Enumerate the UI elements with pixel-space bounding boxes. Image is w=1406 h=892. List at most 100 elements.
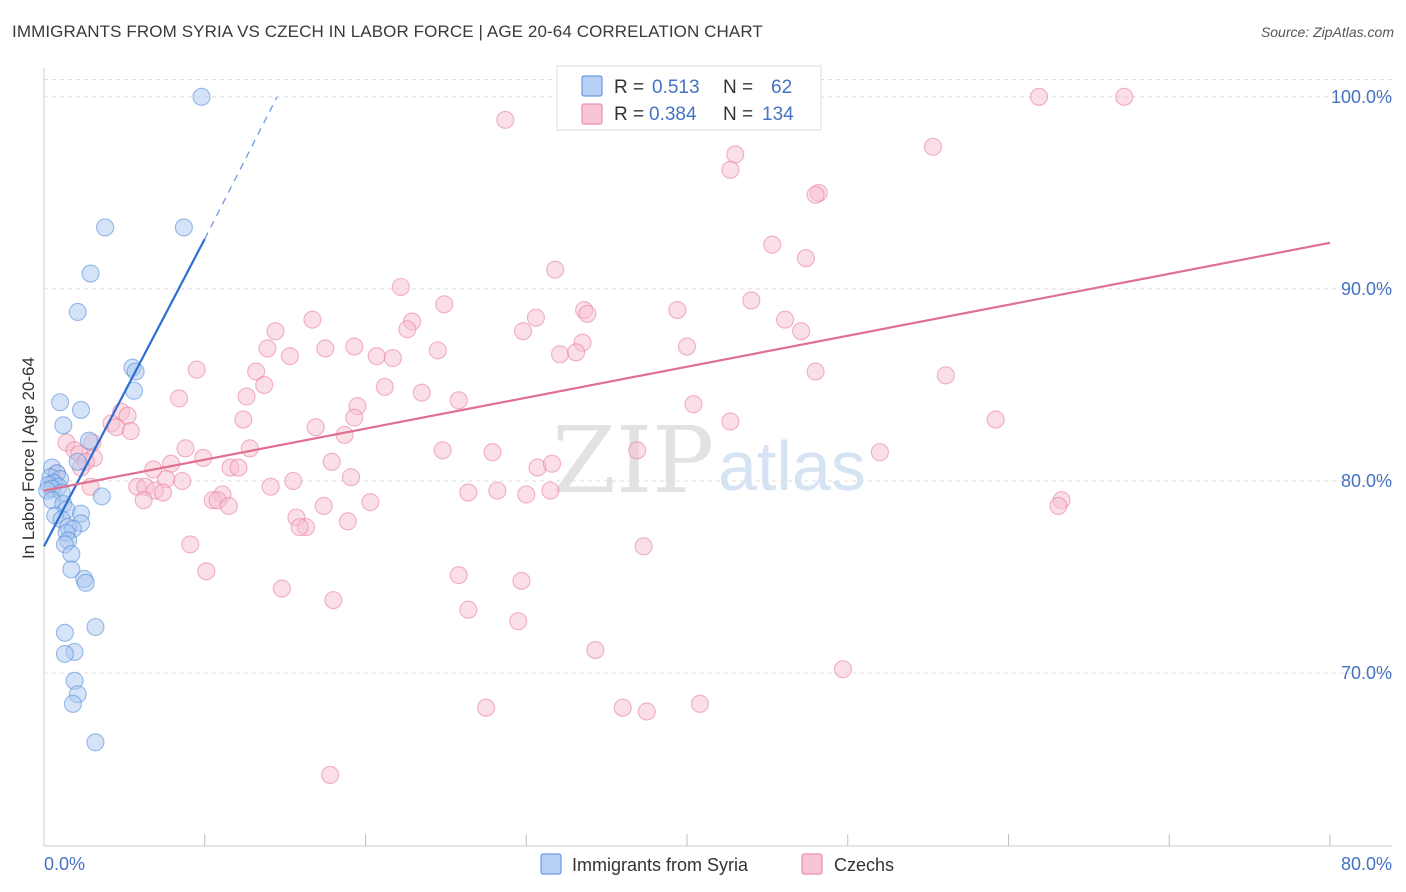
czech-point [546,260,565,279]
stats-swatch-czech [581,103,603,125]
czech-point [586,641,605,660]
czech-point [613,698,632,717]
czech-point [258,339,277,358]
stats-box: R = 0.513 N = 62 R = 0.384 N = 134 [556,65,822,131]
czech-point [316,339,335,358]
y-axis-label: In Labor Force | Age 20-64 [19,357,38,559]
czech-point [477,698,496,717]
czech-point [367,347,386,366]
czech-point [449,391,468,410]
czech-point [806,185,825,204]
syria-point [86,733,105,752]
czech-point [628,441,647,460]
czech-point [1029,87,1049,106]
grid-lines [44,79,1392,674]
czech-point [435,295,454,314]
x-tick-label-min: 0.0% [44,854,85,874]
czech-point [526,308,545,327]
y-tick-label: 90.0% [1341,279,1392,299]
stats-n-label-czech: N = [723,104,753,125]
czech-point [668,300,687,320]
syria-point [63,694,82,713]
y-tick-label: 70.0% [1341,663,1392,683]
czech-point [134,491,153,510]
czech-point [1049,496,1068,516]
syria-point [68,452,87,471]
czech-point [176,439,195,458]
stats-swatch-syria [581,75,603,97]
czech-point [247,362,266,381]
czech-point [567,343,586,362]
czech-point [449,566,468,585]
czech-point [690,694,709,713]
czech-point [322,452,341,471]
czech-point [634,537,653,556]
legend-label-czech: Czechs [834,855,894,875]
source-credit: Source: ZipAtlas.com [1260,24,1394,40]
stats-n-value-syria: 62 [771,77,792,98]
czech-point [272,579,291,598]
stats-n-label-syria: N = [723,77,753,98]
watermark-atlas: atlas [718,427,866,505]
czech-point [412,383,431,402]
czech-point [776,310,795,329]
czech-points [47,87,1134,784]
axes [43,68,1392,847]
czech-point [280,347,299,366]
stats-n-value-czech: 134 [762,104,794,125]
syria-point [54,416,73,435]
x-tick-label-max: 80.0% [1341,854,1392,874]
czech-point [726,145,745,164]
czech-point [324,591,343,610]
chart-title: IMMIGRANTS FROM SYRIA VS CZECH IN LABOR … [12,22,763,41]
czech-point [306,418,325,437]
czech-point [428,341,447,360]
czech-point [234,410,253,429]
czech-point [496,110,515,129]
czech-point [345,408,364,427]
czech-point [1115,87,1134,106]
czech-point [284,471,303,491]
legend-label-syria: Immigrants from Syria [572,855,749,875]
czech-point [541,481,560,500]
stats-r-value-syria: 0.513 [652,77,700,98]
czech-point [237,387,256,406]
syria-point [174,218,193,237]
czech-point [796,249,816,268]
syria-point [79,431,99,450]
czech-point [509,612,528,631]
czech-point [870,443,889,462]
czech-point [459,483,478,502]
trend-line-syria-extension [204,96,278,240]
czech-point [229,458,248,477]
czech-point [255,375,274,395]
czech-point [303,310,322,329]
x-ticks [204,834,1331,846]
syria-point [51,393,70,412]
legend-swatch-czech [801,853,823,875]
trend-line-czech [43,241,1331,492]
czech-point [314,496,333,516]
stats-r-value-czech: 0.384 [649,104,697,125]
czech-point [459,600,478,619]
czech-point [398,320,417,339]
czech-point [361,493,380,512]
czech-point [187,360,206,379]
czech-point [742,291,761,310]
czech-point [391,277,410,297]
czech-point [923,137,942,156]
syria-point [71,400,91,419]
czech-point [721,160,740,179]
czech-point [240,439,259,458]
czech-point [345,337,364,356]
czech-point [181,535,200,554]
czech-point [153,483,173,502]
watermark: ZIP atlas [552,407,866,514]
czech-point [161,454,181,473]
czech-point [338,512,357,531]
syria-point [55,644,74,663]
syria-point [192,87,211,106]
y-tick-label: 100.0% [1331,87,1392,107]
czech-point [383,349,402,368]
